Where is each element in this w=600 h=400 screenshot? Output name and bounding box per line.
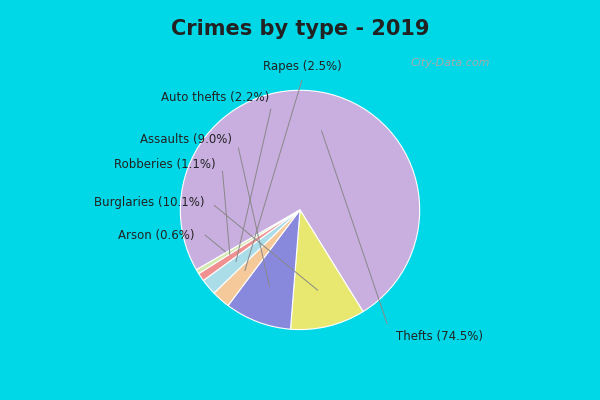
Text: Burglaries (10.1%): Burglaries (10.1%)	[94, 196, 204, 209]
Wedge shape	[199, 210, 300, 280]
Text: Crimes by type - 2019: Crimes by type - 2019	[171, 19, 429, 39]
Wedge shape	[181, 90, 419, 312]
Text: Robberies (1.1%): Robberies (1.1%)	[114, 158, 215, 171]
Text: Thefts (74.5%): Thefts (74.5%)	[396, 330, 483, 343]
Text: City-Data.com: City-Data.com	[410, 58, 490, 68]
Wedge shape	[290, 210, 363, 330]
Text: Rapes (2.5%): Rapes (2.5%)	[263, 60, 342, 73]
Text: Auto thefts (2.2%): Auto thefts (2.2%)	[161, 91, 269, 104]
Wedge shape	[196, 210, 300, 274]
Wedge shape	[228, 210, 300, 329]
Text: Assaults (9.0%): Assaults (9.0%)	[140, 133, 232, 146]
Text: Arson (0.6%): Arson (0.6%)	[118, 229, 194, 242]
Wedge shape	[214, 210, 300, 306]
Wedge shape	[203, 210, 300, 293]
